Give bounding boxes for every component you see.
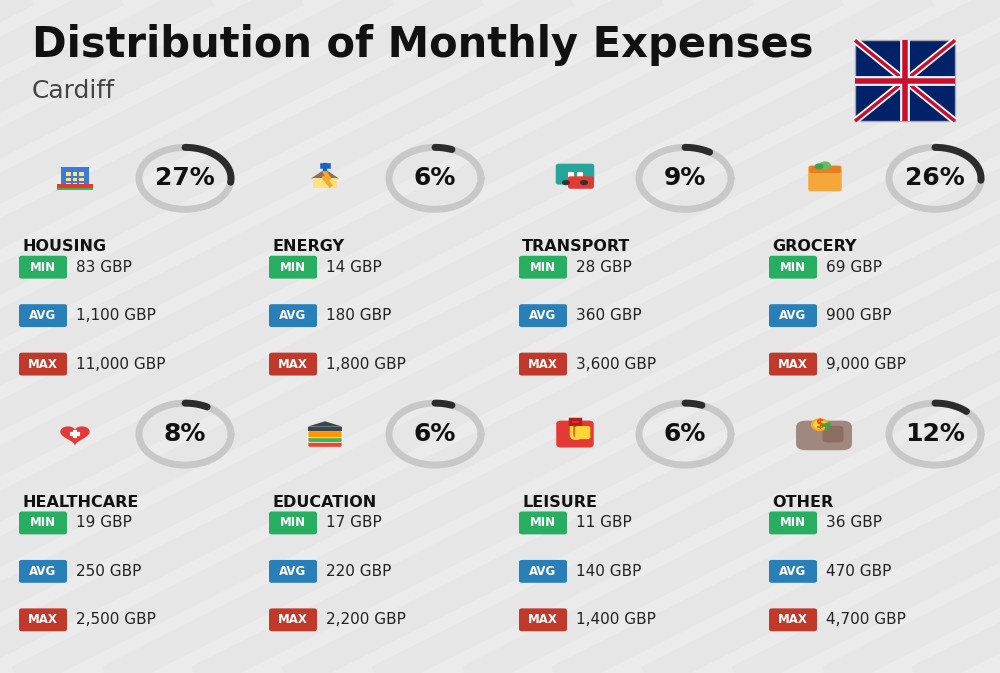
Text: AVG: AVG: [529, 565, 557, 578]
FancyBboxPatch shape: [769, 353, 817, 376]
Text: MIN: MIN: [780, 516, 806, 530]
Text: 6%: 6%: [414, 166, 456, 190]
Text: EDUCATION: EDUCATION: [272, 495, 376, 509]
FancyBboxPatch shape: [769, 511, 817, 534]
FancyBboxPatch shape: [308, 440, 342, 447]
FancyBboxPatch shape: [575, 426, 590, 439]
FancyBboxPatch shape: [769, 304, 817, 327]
Text: 8%: 8%: [164, 422, 206, 446]
Text: 220 GBP: 220 GBP: [326, 564, 391, 579]
Text: 250 GBP: 250 GBP: [76, 564, 141, 579]
Text: 4,700 GBP: 4,700 GBP: [826, 612, 906, 627]
FancyBboxPatch shape: [855, 40, 955, 121]
FancyBboxPatch shape: [796, 421, 852, 450]
Text: 14 GBP: 14 GBP: [326, 260, 382, 275]
Circle shape: [562, 180, 570, 185]
Text: 1,100 GBP: 1,100 GBP: [76, 308, 156, 323]
Text: MAX: MAX: [528, 613, 558, 627]
FancyBboxPatch shape: [313, 178, 337, 188]
Polygon shape: [311, 169, 339, 178]
FancyBboxPatch shape: [519, 304, 567, 327]
Text: MIN: MIN: [280, 516, 306, 530]
Text: 2,500 GBP: 2,500 GBP: [76, 612, 156, 627]
FancyBboxPatch shape: [556, 164, 594, 184]
Text: ENERGY: ENERGY: [272, 239, 344, 254]
Text: HEALTHCARE: HEALTHCARE: [22, 495, 138, 509]
Text: 27%: 27%: [155, 166, 215, 190]
Circle shape: [819, 162, 831, 170]
FancyBboxPatch shape: [19, 256, 67, 279]
FancyBboxPatch shape: [769, 256, 817, 279]
Text: 83 GBP: 83 GBP: [76, 260, 132, 275]
Text: 28 GBP: 28 GBP: [576, 260, 632, 275]
Text: MAX: MAX: [528, 357, 558, 371]
Text: MIN: MIN: [30, 516, 56, 530]
Text: MAX: MAX: [278, 613, 308, 627]
Text: AVG: AVG: [279, 565, 307, 578]
Text: MIN: MIN: [280, 260, 306, 274]
FancyBboxPatch shape: [769, 560, 817, 583]
Text: 900 GBP: 900 GBP: [826, 308, 892, 323]
FancyBboxPatch shape: [519, 511, 567, 534]
Text: 1,400 GBP: 1,400 GBP: [576, 612, 656, 627]
Text: 180 GBP: 180 GBP: [326, 308, 391, 323]
FancyBboxPatch shape: [269, 560, 317, 583]
FancyBboxPatch shape: [308, 435, 342, 443]
Text: AVG: AVG: [529, 309, 557, 322]
FancyBboxPatch shape: [519, 608, 567, 631]
Text: MIN: MIN: [530, 516, 556, 530]
Text: MAX: MAX: [278, 357, 308, 371]
Text: AVG: AVG: [29, 565, 57, 578]
Text: AVG: AVG: [279, 309, 307, 322]
Text: Cardiff: Cardiff: [32, 79, 115, 104]
FancyBboxPatch shape: [809, 166, 841, 173]
FancyBboxPatch shape: [519, 353, 567, 376]
Text: 6%: 6%: [414, 422, 456, 446]
Text: 17 GBP: 17 GBP: [326, 516, 382, 530]
Text: AVG: AVG: [779, 309, 807, 322]
Circle shape: [812, 419, 828, 430]
Text: MAX: MAX: [778, 357, 808, 371]
Text: 12%: 12%: [905, 422, 965, 446]
Text: 3,600 GBP: 3,600 GBP: [576, 357, 656, 371]
Text: U: U: [567, 425, 583, 444]
FancyBboxPatch shape: [66, 178, 71, 181]
Text: MAX: MAX: [28, 357, 58, 371]
Text: 19 GBP: 19 GBP: [76, 516, 132, 530]
Text: GROCERY: GROCERY: [772, 239, 856, 254]
FancyBboxPatch shape: [577, 172, 583, 178]
FancyBboxPatch shape: [79, 178, 84, 181]
FancyBboxPatch shape: [519, 560, 567, 583]
FancyBboxPatch shape: [556, 421, 594, 448]
FancyBboxPatch shape: [269, 608, 317, 631]
Circle shape: [580, 180, 588, 185]
FancyBboxPatch shape: [61, 166, 89, 190]
FancyBboxPatch shape: [269, 256, 317, 279]
FancyBboxPatch shape: [19, 608, 67, 631]
Circle shape: [814, 164, 824, 170]
FancyBboxPatch shape: [57, 188, 93, 190]
FancyBboxPatch shape: [519, 256, 567, 279]
Text: TRANSPORT: TRANSPORT: [522, 239, 630, 254]
FancyBboxPatch shape: [568, 172, 574, 178]
FancyBboxPatch shape: [73, 172, 77, 176]
FancyBboxPatch shape: [269, 304, 317, 327]
Text: 6%: 6%: [664, 422, 706, 446]
FancyBboxPatch shape: [66, 172, 71, 176]
FancyBboxPatch shape: [79, 172, 84, 176]
Text: 1,800 GBP: 1,800 GBP: [326, 357, 406, 371]
Polygon shape: [308, 421, 342, 427]
Text: 470 GBP: 470 GBP: [826, 564, 891, 579]
Text: 140 GBP: 140 GBP: [576, 564, 641, 579]
Text: 2,200 GBP: 2,200 GBP: [326, 612, 406, 627]
Text: 360 GBP: 360 GBP: [576, 308, 642, 323]
FancyBboxPatch shape: [769, 608, 817, 631]
FancyBboxPatch shape: [66, 183, 71, 186]
FancyBboxPatch shape: [19, 353, 67, 376]
FancyBboxPatch shape: [19, 560, 67, 583]
FancyBboxPatch shape: [19, 511, 67, 534]
FancyBboxPatch shape: [808, 166, 842, 191]
FancyBboxPatch shape: [73, 178, 77, 181]
Text: 36 GBP: 36 GBP: [826, 516, 882, 530]
